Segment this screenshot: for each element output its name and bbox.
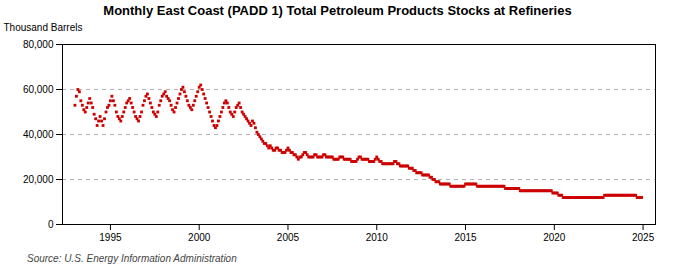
svg-text:0: 0 [48, 219, 54, 230]
html-text:Source: U.S. Energy Informatio: Source: U.S. Energy Information Administ… [27, 253, 237, 264]
svg-text:2015: 2015 [454, 232, 477, 243]
svg-text:2010: 2010 [366, 232, 389, 243]
svg-text:2005: 2005 [277, 232, 300, 243]
svg-text:20,000: 20,000 [23, 174, 54, 185]
svg-text:2000: 2000 [188, 232, 211, 243]
svg-text:1995: 1995 [99, 232, 122, 243]
svg-text:2020: 2020 [543, 232, 566, 243]
svg-text:2025: 2025 [632, 232, 655, 243]
svg-text:Thousand Barrels: Thousand Barrels [4, 22, 83, 33]
html-text:Monthly East Coast (PADD 1) To: Monthly East Coast (PADD 1) Total Petrol… [103, 3, 572, 18]
svg-text:40,000: 40,000 [23, 129, 54, 140]
svg-text:60,000: 60,000 [23, 84, 54, 95]
svg-text:80,000: 80,000 [23, 39, 54, 50]
